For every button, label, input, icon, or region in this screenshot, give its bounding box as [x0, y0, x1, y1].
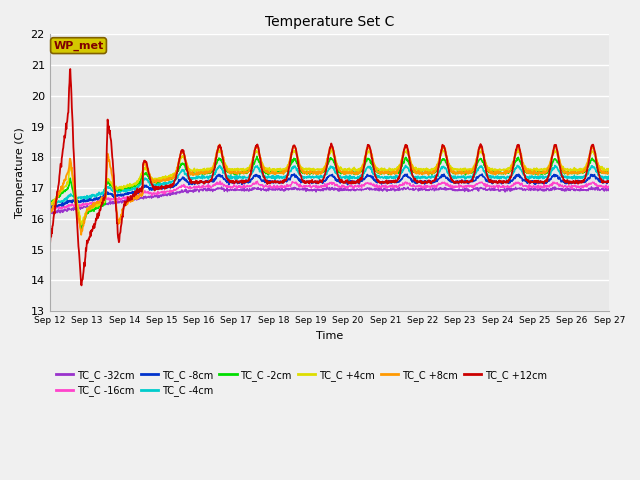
TC_C +8cm — [540, 170, 547, 176]
Line: TC_C +12cm: TC_C +12cm — [50, 69, 609, 286]
TC_C -8cm — [47, 206, 55, 212]
TC_C -4cm — [171, 179, 179, 184]
TC_C +8cm — [46, 210, 54, 216]
Line: TC_C -32cm: TC_C -32cm — [50, 187, 609, 214]
Text: WP_met: WP_met — [53, 40, 104, 51]
TC_C -2cm — [540, 169, 547, 175]
TC_C -2cm — [605, 169, 613, 175]
TC_C -2cm — [253, 154, 260, 159]
TC_C -16cm — [490, 183, 498, 189]
TC_C -2cm — [171, 174, 179, 180]
TC_C -32cm — [417, 187, 424, 192]
TC_C -2cm — [77, 227, 85, 232]
TC_C -16cm — [46, 209, 54, 215]
TC_C +4cm — [490, 167, 498, 173]
TC_C +4cm — [46, 205, 54, 211]
TC_C -8cm — [234, 179, 241, 185]
TC_C -2cm — [234, 171, 241, 177]
Line: TC_C -8cm: TC_C -8cm — [50, 174, 609, 209]
TC_C -8cm — [171, 183, 179, 189]
TC_C +12cm — [234, 179, 241, 185]
TC_C +4cm — [515, 147, 522, 153]
TC_C +12cm — [490, 179, 498, 185]
TC_C -4cm — [157, 182, 164, 188]
TC_C -8cm — [540, 180, 547, 185]
TC_C +4cm — [417, 166, 424, 172]
TC_C -16cm — [234, 186, 241, 192]
TC_C -32cm — [540, 186, 547, 192]
TC_C -4cm — [514, 163, 522, 168]
TC_C +4cm — [171, 171, 179, 177]
TC_C -32cm — [46, 208, 54, 214]
TC_C +4cm — [234, 167, 241, 173]
Legend: TC_C -32cm, TC_C -16cm, TC_C -8cm, TC_C -4cm, TC_C -2cm, TC_C +4cm, TC_C +8cm, T: TC_C -32cm, TC_C -16cm, TC_C -8cm, TC_C … — [52, 366, 551, 400]
TC_C -8cm — [605, 178, 613, 184]
TC_C -32cm — [234, 187, 241, 193]
TC_C +12cm — [605, 179, 613, 184]
TC_C +12cm — [417, 178, 425, 184]
TC_C -8cm — [417, 180, 425, 186]
TC_C -8cm — [291, 171, 298, 177]
TC_C -2cm — [157, 177, 164, 183]
TC_C -16cm — [605, 184, 613, 190]
TC_C +8cm — [417, 169, 425, 175]
TC_C -4cm — [46, 201, 54, 207]
Line: TC_C +8cm: TC_C +8cm — [50, 144, 609, 235]
TC_C -2cm — [417, 168, 425, 174]
TC_C +4cm — [157, 176, 164, 182]
TC_C -8cm — [157, 185, 164, 191]
TC_C +8cm — [216, 142, 223, 147]
Line: TC_C -16cm: TC_C -16cm — [50, 181, 609, 212]
TC_C +8cm — [171, 174, 179, 180]
TC_C +12cm — [540, 180, 547, 186]
TC_C -32cm — [157, 192, 164, 198]
TC_C -8cm — [490, 180, 498, 185]
TC_C +12cm — [67, 66, 74, 72]
TC_C -32cm — [49, 211, 56, 216]
X-axis label: Time: Time — [316, 331, 343, 341]
TC_C +8cm — [77, 232, 85, 238]
Y-axis label: Temperature (C): Temperature (C) — [15, 127, 25, 218]
TC_C +4cm — [77, 222, 85, 228]
TC_C +12cm — [171, 178, 179, 183]
Line: TC_C -2cm: TC_C -2cm — [50, 156, 609, 229]
TC_C -2cm — [490, 170, 498, 176]
TC_C -2cm — [46, 200, 54, 205]
TC_C -4cm — [605, 175, 613, 180]
TC_C +8cm — [490, 170, 498, 176]
TC_C +12cm — [157, 186, 165, 192]
TC_C -8cm — [46, 202, 54, 208]
TC_C -4cm — [234, 176, 241, 182]
TC_C -16cm — [170, 186, 178, 192]
TC_C +12cm — [77, 283, 85, 288]
TC_C +12cm — [46, 240, 54, 245]
TC_C -16cm — [417, 183, 424, 189]
TC_C -32cm — [605, 187, 613, 193]
TC_C +4cm — [605, 168, 613, 173]
TC_C -16cm — [157, 190, 164, 195]
TC_C -4cm — [417, 174, 424, 180]
TC_C -32cm — [588, 184, 595, 190]
TC_C +4cm — [540, 167, 547, 173]
TC_C +8cm — [157, 179, 164, 184]
Line: TC_C -4cm: TC_C -4cm — [50, 166, 609, 205]
TC_C -4cm — [490, 174, 498, 180]
TC_C -32cm — [490, 186, 498, 192]
TC_C -4cm — [47, 202, 54, 208]
TC_C -32cm — [171, 190, 179, 196]
Title: Temperature Set C: Temperature Set C — [265, 15, 394, 29]
TC_C +8cm — [605, 169, 613, 175]
Line: TC_C +4cm: TC_C +4cm — [50, 150, 609, 225]
TC_C +8cm — [234, 171, 241, 177]
TC_C -16cm — [216, 178, 224, 184]
TC_C -16cm — [540, 184, 547, 190]
TC_C -4cm — [540, 174, 547, 180]
